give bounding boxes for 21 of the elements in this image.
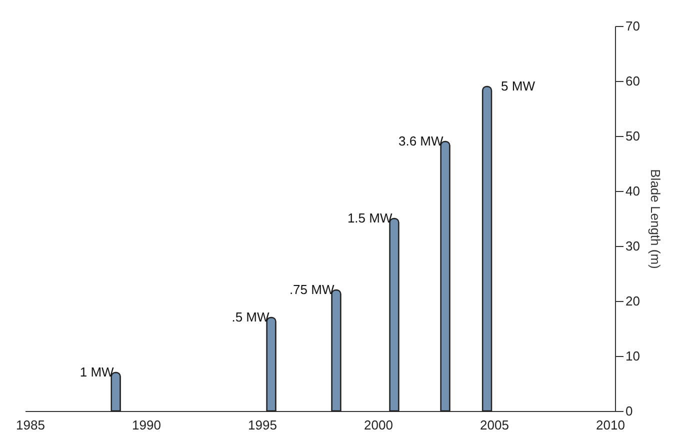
- x-tick-label: 1990: [132, 418, 161, 432]
- x-tick-label: 1995: [248, 418, 277, 432]
- y-tick-label: 60: [626, 74, 640, 88]
- y-tick-label: 50: [626, 128, 640, 144]
- x-tick-label: 2005: [480, 418, 509, 432]
- annotation: 1.5 MW: [347, 210, 393, 226]
- y-tick-label: 20: [626, 294, 640, 308]
- annotation: 5 MW: [501, 78, 536, 94]
- annotation: 3.6 MW: [398, 134, 444, 148]
- y-tick-label: 40: [626, 184, 640, 198]
- x-tick-label: 2000: [364, 418, 393, 432]
- y-tick-label: 10: [626, 348, 640, 364]
- annotation: .5 MW: [232, 310, 270, 324]
- x-tick-label: 1985: [16, 418, 45, 432]
- y-tick-label: 70: [626, 18, 640, 34]
- y-tick-label: 30: [626, 238, 640, 254]
- annotation: .75 MW: [289, 282, 335, 297]
- x-tick-label: 2010: [596, 418, 625, 432]
- annotation: 1 MW: [80, 364, 115, 380]
- y-tick-label: 0: [626, 404, 633, 418]
- y-axis-title: Blade Length (m): [648, 169, 663, 269]
